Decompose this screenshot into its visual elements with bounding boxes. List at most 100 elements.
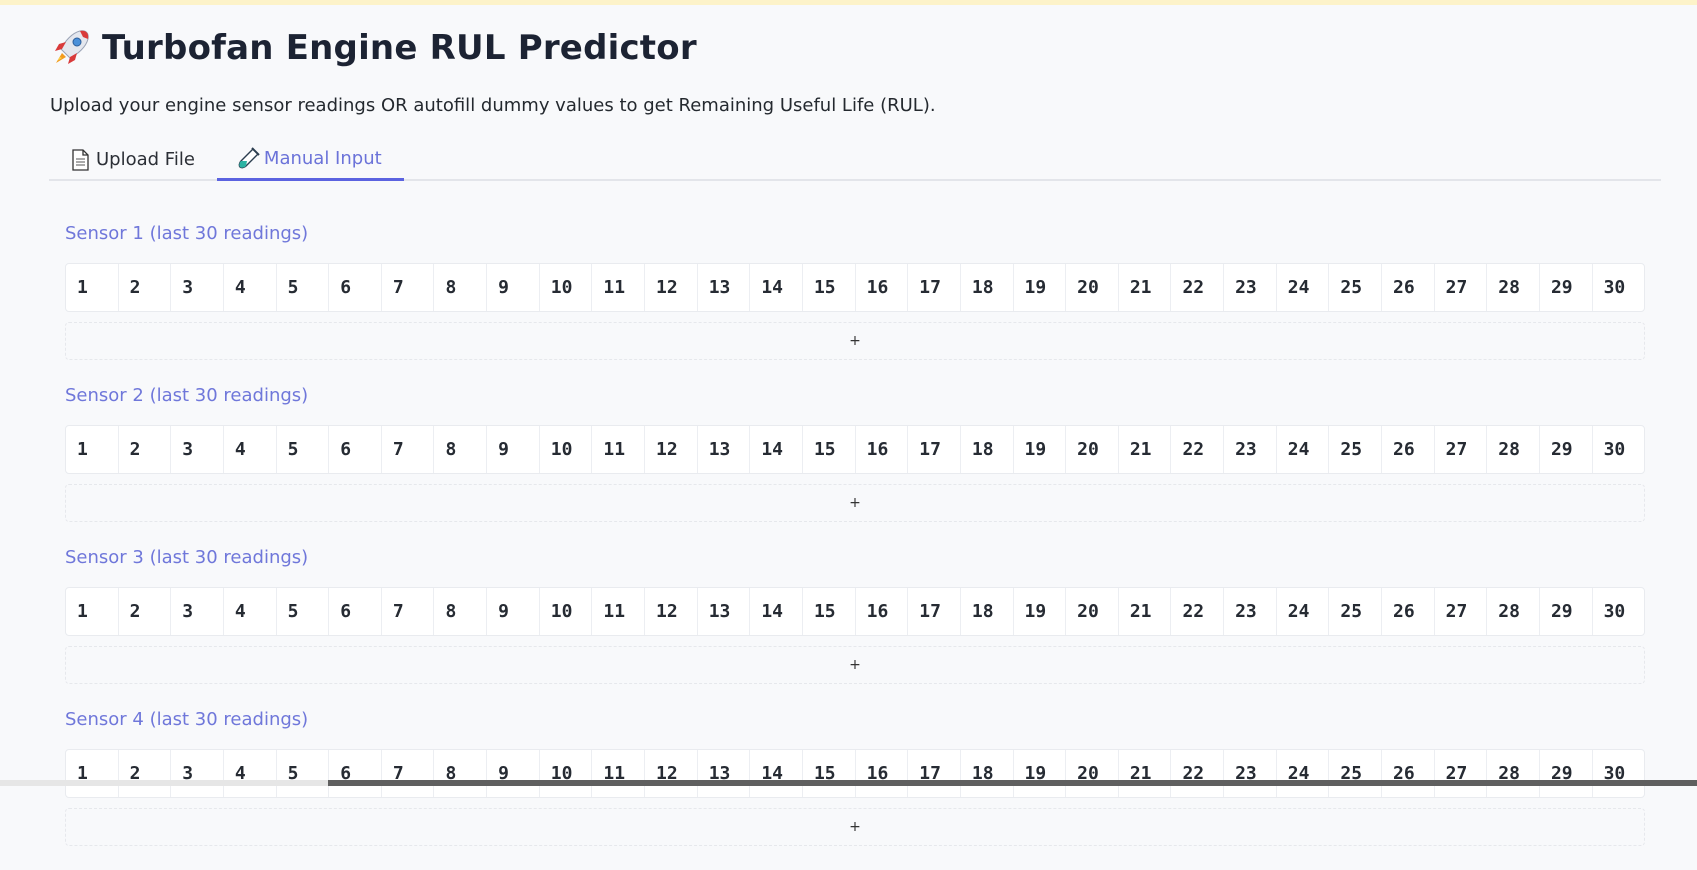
add-reading-button[interactable]: + (65, 484, 1645, 522)
reading-input[interactable]: 17 (908, 750, 961, 797)
reading-input[interactable]: 3 (171, 264, 224, 311)
reading-input[interactable]: 25 (1329, 750, 1383, 797)
add-reading-button[interactable]: + (65, 646, 1645, 684)
reading-input[interactable]: 11 (592, 426, 646, 473)
reading-input[interactable]: 10 (540, 264, 593, 311)
reading-input[interactable]: 30 (1603, 601, 1626, 622)
reading-input[interactable]: 3 (171, 588, 224, 635)
reading-input[interactable]: 16 (856, 750, 909, 797)
reading-input[interactable]: 7 (382, 426, 435, 473)
reading-input[interactable]: 23 (1224, 588, 1277, 635)
reading-input[interactable]: 22 (1171, 264, 1225, 311)
reading-input[interactable]: 13 (698, 426, 751, 473)
reading-input[interactable]: 1 (66, 588, 119, 635)
reading-input[interactable]: 15 (803, 264, 856, 311)
reading-input[interactable]: 4 (224, 588, 277, 635)
reading-input[interactable]: 4 (224, 426, 277, 473)
reading-input[interactable]: 19 (1014, 750, 1067, 797)
reading-input[interactable]: 19 (1014, 264, 1067, 311)
reading-input[interactable]: 23 (1224, 426, 1277, 473)
reading-input[interactable]: 11 (592, 750, 646, 797)
reading-input[interactable]: 6 (329, 750, 382, 797)
reading-input[interactable]: 10 (540, 588, 593, 635)
add-reading-button[interactable]: + (65, 322, 1645, 360)
reading-input[interactable]: 1 (66, 750, 119, 797)
reading-input[interactable]: 12 (645, 750, 698, 797)
reading-input[interactable]: 15 (803, 426, 856, 473)
reading-input[interactable]: 18 (961, 750, 1014, 797)
reading-input[interactable]: 22 (1171, 750, 1225, 797)
reading-input[interactable]: 10 (540, 426, 593, 473)
reading-input[interactable]: 16 (856, 588, 909, 635)
reading-input[interactable]: 27 (1435, 264, 1488, 311)
reading-input[interactable]: 1 (66, 426, 119, 473)
reading-input[interactable]: 5 (277, 426, 330, 473)
reading-input[interactable]: 25 (1329, 588, 1383, 635)
reading-input[interactable]: 23 (1224, 264, 1277, 311)
tab-manual-input[interactable]: Manual Input (216, 138, 404, 181)
reading-input[interactable]: 16 (856, 264, 909, 311)
add-reading-button[interactable]: + (65, 808, 1645, 846)
reading-input[interactable]: 12 (645, 588, 698, 635)
reading-input[interactable]: 12 (645, 264, 698, 311)
reading-input[interactable]: 26 (1382, 750, 1435, 797)
reading-input[interactable]: 9 (487, 588, 540, 635)
reading-input[interactable]: 8 (434, 588, 488, 635)
reading-input[interactable]: 9 (487, 750, 540, 797)
reading-input[interactable]: 30 (1603, 277, 1626, 298)
reading-input[interactable]: 24 (1277, 750, 1330, 797)
reading-input[interactable]: 29 (1540, 264, 1593, 311)
reading-input[interactable]: 7 (382, 750, 435, 797)
reading-input[interactable]: 14 (750, 750, 803, 797)
reading-input[interactable]: 19 (1014, 588, 1067, 635)
reading-input[interactable]: 8 (434, 750, 488, 797)
reading-input[interactable]: 2 (119, 264, 172, 311)
tab-upload-file[interactable]: Upload File (49, 138, 217, 181)
reading-input[interactable]: 12 (645, 426, 698, 473)
reading-input[interactable]: 24 (1277, 264, 1330, 311)
reading-input[interactable]: 2 (119, 750, 172, 797)
reading-input[interactable]: 5 (277, 750, 330, 797)
reading-input[interactable]: 13 (698, 264, 751, 311)
reading-input[interactable]: 29 (1540, 426, 1593, 473)
reading-input[interactable]: 6 (329, 264, 382, 311)
reading-input[interactable]: 3 (171, 426, 224, 473)
reading-input[interactable]: 11 (592, 264, 646, 311)
reading-input[interactable]: 20 (1066, 750, 1119, 797)
reading-input[interactable]: 25 (1329, 264, 1383, 311)
reading-input[interactable]: 7 (382, 264, 435, 311)
reading-input[interactable]: 28 (1487, 426, 1540, 473)
reading-input[interactable]: 7 (382, 588, 435, 635)
reading-input[interactable]: 30 (1603, 439, 1626, 460)
reading-input[interactable]: 17 (908, 264, 961, 311)
reading-input[interactable]: 29 (1540, 750, 1593, 797)
reading-input[interactable]: 8 (434, 264, 488, 311)
reading-input[interactable]: 14 (750, 588, 803, 635)
reading-input[interactable]: 16 (856, 426, 909, 473)
reading-input[interactable]: 14 (750, 264, 803, 311)
reading-input[interactable]: 4 (224, 264, 277, 311)
reading-input[interactable]: 19 (1014, 426, 1067, 473)
reading-input[interactable]: 8 (434, 426, 488, 473)
scrollbar-thumb[interactable] (328, 780, 1697, 786)
reading-input[interactable]: 26 (1382, 264, 1435, 311)
reading-input[interactable]: 15 (803, 588, 856, 635)
reading-input[interactable]: 20 (1066, 426, 1119, 473)
reading-input[interactable]: 13 (698, 588, 751, 635)
reading-input[interactable]: 2 (119, 426, 172, 473)
reading-input[interactable]: 22 (1171, 426, 1225, 473)
reading-input[interactable]: 20 (1066, 588, 1119, 635)
reading-input[interactable]: 6 (329, 588, 382, 635)
reading-input[interactable]: 26 (1382, 426, 1435, 473)
reading-input[interactable]: 18 (961, 588, 1014, 635)
reading-input[interactable]: 28 (1487, 750, 1540, 797)
reading-input[interactable]: 24 (1277, 588, 1330, 635)
reading-input[interactable]: 24 (1277, 426, 1330, 473)
reading-input[interactable]: 27 (1435, 588, 1488, 635)
reading-input[interactable]: 2 (119, 588, 172, 635)
reading-input[interactable]: 14 (750, 426, 803, 473)
reading-input[interactable]: 3 (171, 750, 224, 797)
reading-input[interactable]: 6 (329, 426, 382, 473)
reading-input[interactable]: 9 (487, 426, 540, 473)
reading-input[interactable]: 21 (1119, 264, 1172, 311)
